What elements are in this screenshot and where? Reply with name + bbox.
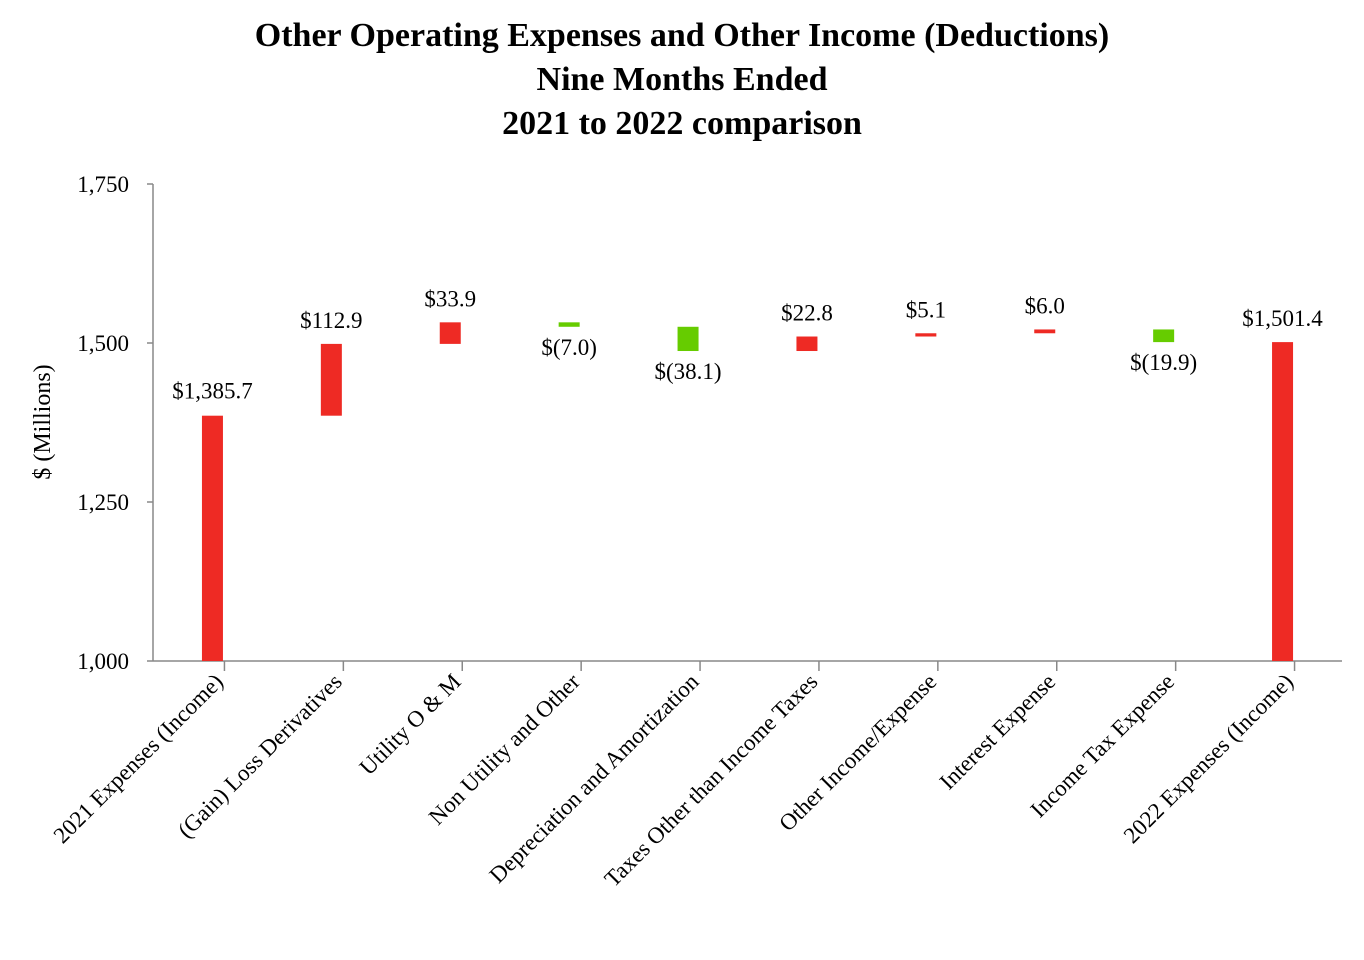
data-label: $33.9 <box>424 286 476 311</box>
data-label: $1,501.4 <box>1242 306 1323 331</box>
bar-total <box>201 415 223 661</box>
bar-decrease <box>677 326 699 352</box>
data-label: $112.9 <box>300 308 362 333</box>
chart-title: Other Operating Expenses and Other Incom… <box>0 14 1364 146</box>
bar-increase <box>1034 329 1056 334</box>
bar-increase <box>796 336 818 352</box>
data-label: $(7.0) <box>541 335 597 360</box>
chart-title-line-2: Nine Months Ended <box>536 61 828 98</box>
x-tick-label: Interest Expense <box>935 669 1061 795</box>
x-tick-label: Taxes Other than Income Taxes <box>600 669 823 892</box>
chart-bars <box>201 322 1294 661</box>
bar-increase <box>439 322 461 344</box>
bar-decrease <box>558 322 580 327</box>
data-label: $6.0 <box>1025 293 1065 318</box>
chart-data-labels: $1,385.7 $112.9 $33.9 $(7.0) $(38.1) $22.8 $5.… <box>172 286 1323 403</box>
y-tick-label: 1,000 <box>77 649 129 674</box>
bar-increase <box>915 333 937 337</box>
data-label: $5.1 <box>906 297 946 322</box>
x-tick-label: Depreciation and Amortization <box>484 669 703 888</box>
chart-axes: 1,000 1,250 1,500 1,750 <box>77 172 1342 674</box>
data-label: $(38.1) <box>655 359 722 384</box>
data-label: $1,385.7 <box>172 379 253 404</box>
chart-title-line-3: 2021 to 2022 comparison <box>502 105 862 142</box>
data-label: $(19.9) <box>1130 350 1197 375</box>
chart-title-line-1: Other Operating Expenses and Other Incom… <box>254 17 1110 54</box>
data-label: $22.8 <box>781 301 833 326</box>
bar-increase <box>320 343 342 416</box>
y-tick-label: 1,500 <box>77 331 129 356</box>
chart-x-tick-labels: 2021 Expenses (Income)(Gain) Loss Deriva… <box>49 669 1298 892</box>
bar-decrease <box>1153 329 1175 343</box>
y-axis-label: $ (Millions) <box>30 364 56 479</box>
y-tick-label: 1,250 <box>77 490 129 515</box>
y-tick-label: 1,750 <box>77 172 129 197</box>
x-tick-label: Utility O & M <box>355 669 466 780</box>
bar-total <box>1272 342 1294 661</box>
